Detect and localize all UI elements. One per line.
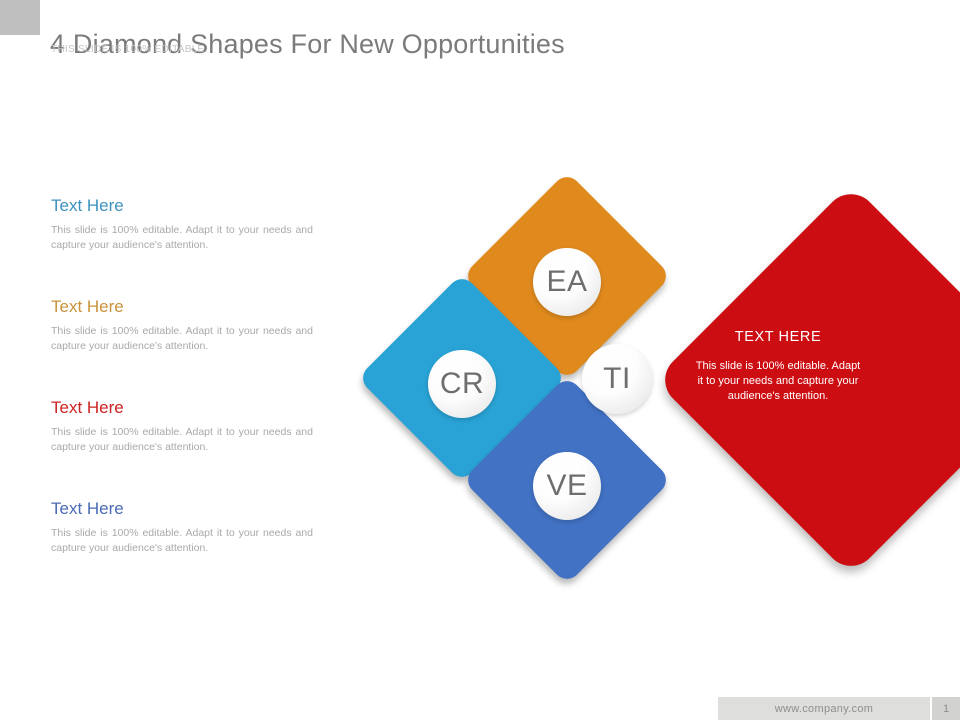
badge-ve[interactable]: VE (533, 452, 601, 520)
badge-ea-label: EA (546, 265, 588, 298)
text-block-3: Text Here This slide is 100% editable. A… (51, 398, 323, 455)
red-diamond-body: This slide is 100% editable. Adapt it to… (695, 360, 861, 402)
badge-ti-label: TI (603, 362, 631, 395)
text-block-1-body: This slide is 100% editable. Adapt it to… (51, 224, 313, 251)
badge-ti[interactable]: TI (582, 344, 652, 414)
text-block-2: Text Here This slide is 100% editable. A… (51, 297, 323, 354)
title-accent-block (0, 0, 40, 35)
text-block-1: Text Here This slide is 100% editable. A… (51, 196, 323, 253)
text-block-1-heading: Text Here (51, 196, 124, 215)
text-block-4: Text Here This slide is 100% editable. A… (51, 499, 323, 556)
red-diamond-content: TEXT HERE This slide is 100% editable. A… (687, 328, 869, 404)
badge-ea[interactable]: EA (533, 248, 601, 316)
badge-cr-label: CR (439, 367, 485, 400)
diamond-diagram: EA CR VE TI TEXT HERE This slide is 100%… (330, 171, 960, 585)
red-diamond-heading: TEXT HERE (734, 329, 822, 345)
badge-ve-label: VE (546, 469, 588, 502)
text-block-4-body: This slide is 100% editable. Adapt it to… (51, 527, 313, 554)
page-subtitle: THIS SLIDE IS 100% EDITABLE. (51, 44, 208, 55)
footer-page-number: 1 (932, 697, 960, 720)
footer-url-label: www.company.com (774, 702, 874, 715)
text-block-3-body: This slide is 100% editable. Adapt it to… (51, 426, 313, 453)
text-block-2-body: This slide is 100% editable. Adapt it to… (51, 325, 313, 352)
badge-cr[interactable]: CR (428, 350, 496, 418)
text-block-2-heading: Text Here (51, 297, 124, 316)
text-block-3-heading: Text Here (51, 398, 124, 417)
text-block-4-heading: Text Here (51, 499, 124, 518)
footer-page-number-label: 1 (942, 702, 950, 715)
footer-website-url[interactable]: www.company.com (718, 697, 930, 720)
page-title: 4 Diamond Shapes For New Opportunities (50, 29, 565, 60)
